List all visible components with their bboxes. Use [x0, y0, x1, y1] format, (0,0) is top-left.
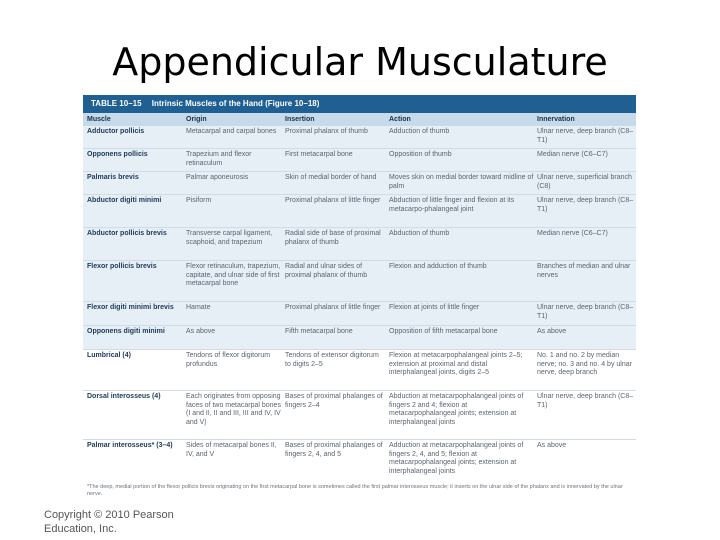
origin-cell: Flexor retinaculum, trapezium, capitate,…: [186, 263, 281, 287]
table-header-row: Muscle Origin Insertion Action Innervati…: [83, 113, 636, 126]
table-row: Lumbrical (4) Tendons of flexor digitorum…: [83, 350, 636, 391]
origin-cell: Pisiform: [186, 197, 212, 204]
muscle-cell: Palmar interosseus* (3–4): [87, 442, 173, 449]
copyright-line: Copyright © 2010 Pearson: [44, 509, 174, 521]
muscle-cell: Lumbrical (4): [87, 352, 131, 359]
column-header: Insertion: [285, 116, 315, 123]
table-row: Palmaris brevis Palmar aponeurosis Skin of…: [83, 172, 636, 195]
innervation-cell: Ulnar nerve, deep branch (C8–T1): [537, 128, 634, 144]
table-row: Flexor pollicis brevis Flexor retinaculum…: [83, 261, 636, 302]
innervation-cell: Median nerve (C6–C7): [537, 230, 608, 237]
insertion-cell: Tendons of extensor digitorum to digits …: [285, 352, 379, 368]
innervation-cell: Ulnar nerve, superficial branch (C8): [537, 174, 632, 190]
insertion-cell: Bases of proximal phalanges of fingers 2…: [285, 393, 383, 409]
muscle-cell: Flexor pollicis brevis: [87, 263, 157, 270]
action-cell: Adduction of thumb: [389, 128, 450, 135]
muscle-cell: Opponens digiti minimi: [87, 328, 165, 335]
table-row: Opponens pollicis Trapezium and flexor re…: [83, 149, 636, 172]
action-cell: Abduction of little finger and flexion a…: [389, 197, 515, 213]
table-row: Abductor digiti minimi Pisiform Proximal p…: [83, 195, 636, 228]
origin-cell: Each originates from opposing faces of t…: [186, 393, 281, 426]
table-row: Flexor digiti minimi brevis Hamate Proxima…: [83, 302, 636, 326]
table-title: Intrinsic Muscles of the Hand (Figure 10…: [151, 99, 320, 108]
copyright-notice: Copyright © 2010 Pearson Education, Inc.: [44, 508, 244, 536]
table-row: Abductor pollicis brevis Transverse carpa…: [83, 228, 636, 261]
origin-cell: Palmar aponeurosis: [186, 174, 249, 181]
innervation-cell: As above: [537, 442, 567, 449]
origin-cell: Sides of metacarpal bones II, IV, and V: [186, 442, 277, 458]
column-header: Muscle: [87, 116, 111, 123]
origin-cell: Transverse carpal ligament, scaphoid, an…: [186, 230, 273, 246]
innervation-cell: Median nerve (C6–C7): [537, 151, 608, 158]
table-number: TABLE 10–15: [91, 99, 142, 108]
insertion-cell: Radial and ulnar sides of proximal phala…: [285, 263, 368, 279]
insertion-cell: Bases of proximal phalanges of fingers 2…: [285, 442, 383, 458]
action-cell: Opposition of thumb: [389, 151, 452, 158]
action-cell: Opposition of fifth metacarpal bone: [389, 328, 498, 335]
column-header: Origin: [186, 116, 207, 123]
innervation-cell: Branches of median and ulnar nerves: [537, 263, 631, 279]
action-cell: Adduction at metacarpophalangeal joints …: [389, 442, 524, 475]
action-cell: Abduction of thumb: [389, 230, 450, 237]
insertion-cell: Skin of medial border of hand: [285, 174, 377, 181]
muscle-table: TABLE 10–15 Intrinsic Muscles of the Han…: [83, 95, 636, 505]
slide-title: Appendicular Musculature: [112, 40, 608, 84]
table-footnote: *The deep, medial portion of the flexor …: [87, 484, 623, 497]
origin-cell: Tendons of flexor digitorum profundus: [186, 352, 271, 368]
copyright-line: Education, Inc.: [44, 523, 117, 535]
action-cell: Flexion at metacarpophalangeal joints 2–…: [389, 352, 523, 376]
innervation-cell: Ulnar nerve, deep branch (C8–T1): [537, 393, 634, 409]
muscle-cell: Dorsal interosseus (4): [87, 393, 161, 400]
origin-cell: Trapezium and flexor retinaculum: [186, 151, 252, 167]
table-row: Palmar interosseus* (3–4) Sides of metaca…: [83, 440, 636, 488]
action-cell: Flexion at joints of little finger: [389, 304, 480, 311]
table-row: Dorsal interosseus (4) Each originates fr…: [83, 391, 636, 440]
muscle-cell: Flexor digiti minimi brevis: [87, 304, 174, 311]
muscle-cell: Palmaris brevis: [87, 174, 139, 181]
insertion-cell: Proximal phalanx of little finger: [285, 304, 381, 311]
muscle-cell: Abductor pollicis brevis: [87, 230, 167, 237]
action-cell: Moves skin on medial border toward midli…: [389, 174, 534, 190]
origin-cell: As above: [186, 328, 216, 335]
column-header: Action: [389, 116, 411, 123]
insertion-cell: Proximal phalanx of little finger: [285, 197, 381, 204]
muscle-cell: Adductor pollicis: [87, 128, 145, 135]
action-cell: Abduction at metacarpophalangeal joints …: [389, 393, 524, 426]
table-row: Opponens digiti minimi As above Fifth meta…: [83, 326, 636, 350]
insertion-cell: Proximal phalanx of thumb: [285, 128, 368, 135]
table-row: Adductor pollicis Metacarpal and carpal b…: [83, 126, 636, 149]
insertion-cell: First metacarpal bone: [285, 151, 353, 158]
innervation-cell: Ulnar nerve, deep branch (C8–T1): [537, 197, 634, 213]
muscle-cell: Abductor digiti minimi: [87, 197, 162, 204]
action-cell: Flexion and adduction of thumb: [389, 263, 487, 270]
origin-cell: Hamate: [186, 304, 211, 311]
origin-cell: Metacarpal and carpal bones: [186, 128, 277, 135]
muscle-cell: Opponens pollicis: [87, 151, 148, 158]
insertion-cell: Fifth metacarpal bone: [285, 328, 353, 335]
column-header: Innervation: [537, 116, 575, 123]
insertion-cell: Radial side of base of proximal phalanx …: [285, 230, 381, 246]
innervation-cell: As above: [537, 328, 567, 335]
innervation-cell: No. 1 and no. 2 by median nerve; no. 3 a…: [537, 352, 632, 376]
innervation-cell: Ulnar nerve, deep branch (C8–T1): [537, 304, 634, 320]
table-title-bar: TABLE 10–15 Intrinsic Muscles of the Han…: [83, 95, 636, 113]
table-body: Adductor pollicis Metacarpal and carpal b…: [83, 126, 636, 488]
